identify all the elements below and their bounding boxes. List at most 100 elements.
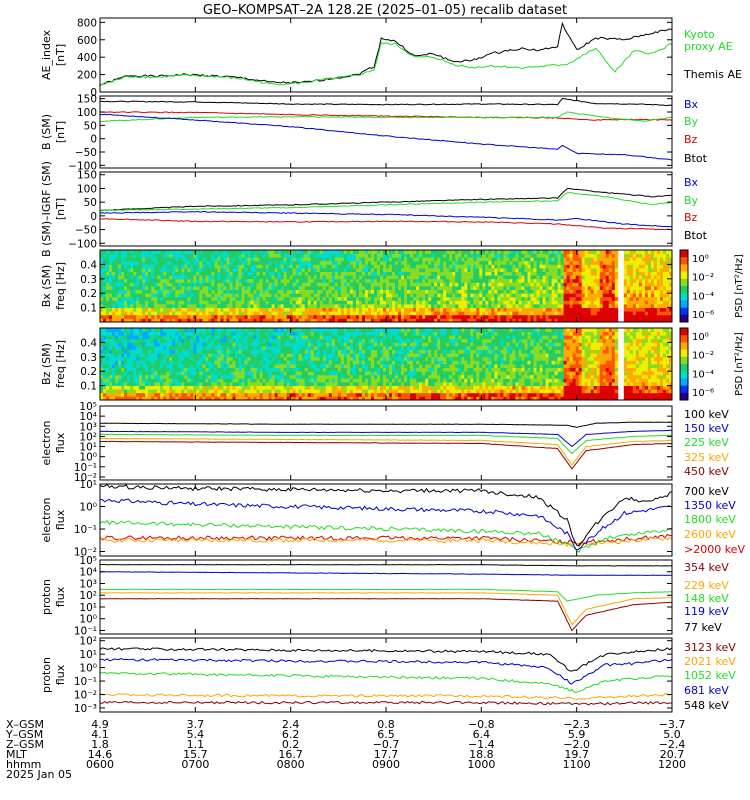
spectrogram-cell	[172, 253, 176, 258]
spectrogram-cell	[115, 360, 119, 365]
spectrogram-cell	[214, 385, 218, 390]
spectrogram-cell	[142, 311, 146, 316]
spectrogram-cell	[358, 286, 363, 290]
spectrogram-cell	[241, 318, 245, 323]
spectrogram-cell	[244, 335, 248, 340]
spectrogram-cell	[560, 289, 565, 294]
spectrogram-cell	[172, 286, 176, 290]
spectrogram-cell	[656, 286, 661, 290]
spectrogram-cell	[494, 282, 498, 287]
spectrogram-cell	[382, 318, 387, 323]
spectrogram-cell	[389, 250, 393, 254]
spectrogram-cell	[124, 278, 128, 283]
spectrogram-cell	[112, 371, 116, 376]
spectrogram-cell	[434, 271, 438, 276]
spectrogram-cell	[358, 257, 363, 262]
spectrogram-cell	[229, 304, 233, 308]
spectrogram-cell	[142, 268, 146, 272]
spectrogram-cell	[629, 268, 634, 272]
spectrogram-cell	[217, 371, 221, 376]
spectrogram-cell	[211, 342, 215, 347]
spectrogram-cell	[542, 278, 546, 283]
spectrogram-cell	[196, 342, 200, 347]
spectrogram-cell	[539, 268, 543, 272]
spectrogram-cell	[560, 260, 565, 265]
spectrogram-cell	[172, 314, 176, 319]
spectrogram-cell	[644, 289, 649, 294]
spectrogram-cell	[205, 257, 209, 262]
spectrogram-cell	[497, 250, 501, 254]
spectrogram-cell	[373, 282, 378, 287]
spectrogram-cell	[232, 378, 236, 383]
spectrogram-cell	[295, 275, 300, 280]
spectrogram-cell	[470, 250, 474, 254]
spectrogram-cell	[160, 300, 164, 305]
spectrogram-cell	[187, 396, 191, 401]
spectrogram-cell	[325, 278, 330, 283]
spectrogram-cell	[623, 271, 628, 276]
spectrogram-cell	[485, 318, 489, 323]
spectrogram-cell	[518, 257, 522, 262]
legend-label: Themis AE	[683, 68, 742, 81]
spectrogram-cell	[581, 250, 586, 254]
spectrogram-cell	[199, 260, 203, 265]
spectrogram-cell	[473, 286, 477, 290]
spectrogram-cell	[560, 282, 565, 287]
spectrogram-cell	[100, 346, 104, 350]
spectrogram-cell	[572, 307, 577, 312]
spectrogram-cell	[103, 250, 107, 254]
spectrogram-cell	[109, 367, 113, 372]
spectrogram-cell	[665, 314, 670, 319]
spectrogram-cell	[458, 314, 462, 319]
spectrogram-cell	[497, 278, 501, 283]
spectrogram-cell	[220, 286, 224, 290]
spectrogram-cell	[118, 253, 122, 258]
spectrogram-cell	[178, 314, 182, 319]
spectrogram-cell	[238, 282, 242, 287]
spectrogram-cell	[313, 264, 318, 269]
spectrogram-cell	[376, 282, 381, 287]
colorbar-swatch	[680, 250, 688, 258]
spectrogram-cell	[151, 296, 155, 301]
spectrogram-cell	[286, 275, 291, 280]
spectrogram-cell	[106, 250, 110, 254]
spectrogram-cell	[169, 396, 173, 401]
spectrogram-cell	[223, 371, 227, 376]
spectrogram-cell	[238, 307, 242, 312]
spectrogram-cell	[280, 300, 285, 305]
spectrogram-cell	[551, 278, 555, 283]
spectrogram-cell	[184, 374, 188, 379]
spectrogram-cell	[656, 268, 661, 272]
spectrogram-cell	[638, 250, 643, 254]
spectrogram-cell	[376, 275, 381, 280]
spectrogram-cell	[476, 304, 480, 308]
spectrogram-cell	[343, 264, 348, 269]
spectrogram-cell	[223, 396, 227, 401]
spectrogram-cell	[410, 253, 414, 258]
spectrogram-cell	[325, 307, 330, 312]
spectrogram-cell	[100, 268, 104, 272]
spectrogram-cell	[184, 311, 188, 316]
spectrogram-cell	[268, 268, 272, 272]
spectrogram-cell	[593, 257, 598, 262]
spectrogram-cell	[464, 264, 468, 269]
spectrogram-cell	[178, 300, 182, 305]
spectrogram-cell	[295, 311, 300, 316]
spectrogram-cell	[187, 304, 191, 308]
spectrogram-cell	[410, 318, 414, 323]
spectrogram-cell	[425, 311, 429, 316]
spectrogram-cell	[373, 289, 378, 294]
spectrogram-cell	[557, 300, 562, 305]
spectrogram-cell	[557, 260, 562, 265]
spectrogram-cell	[187, 318, 191, 323]
spectrogram-cell	[665, 275, 670, 280]
spectrogram-cell	[449, 286, 453, 290]
spectrogram-cell	[560, 271, 565, 276]
spectrogram-cell	[349, 307, 354, 312]
spectrogram-cell	[295, 264, 300, 269]
spectrogram-cell	[166, 378, 170, 383]
spectrogram-cell	[247, 367, 251, 372]
spectrogram-cell	[166, 318, 170, 323]
spectrogram-cell	[587, 282, 592, 287]
spectrogram-cell	[163, 304, 167, 308]
